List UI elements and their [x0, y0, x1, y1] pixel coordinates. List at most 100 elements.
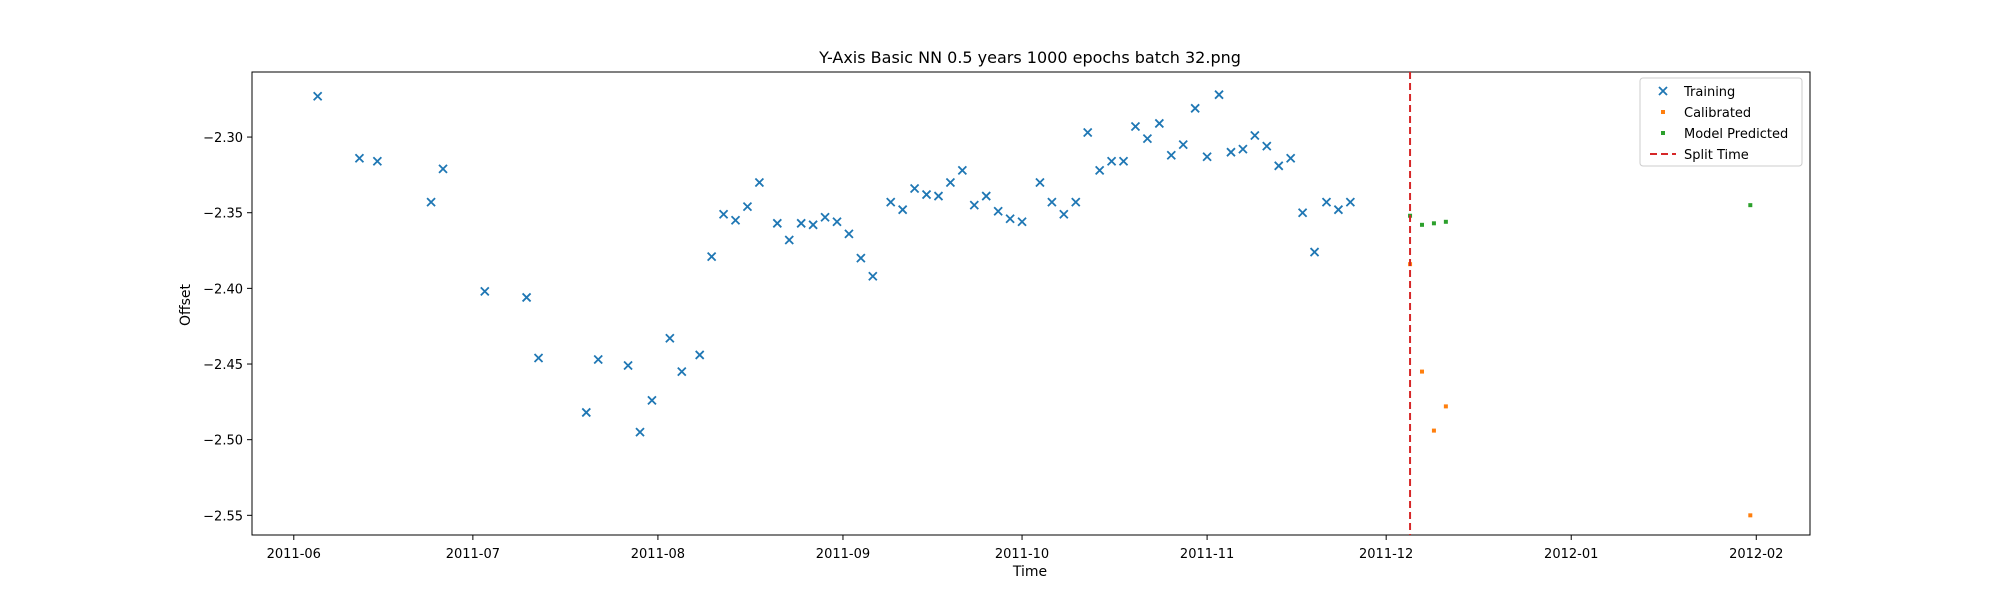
calibrated-point: [1419, 369, 1424, 374]
training-point: [886, 197, 896, 207]
legend-box: [1639, 77, 1803, 167]
training-point: [593, 354, 603, 365]
training-point: [623, 360, 633, 371]
x-tick-label: 2011-07: [446, 547, 500, 562]
chart-title: Y-Axis Basic NN 0.5 years 1000 epochs ba…: [818, 48, 1241, 67]
training-point: [1190, 103, 1200, 113]
training-point: [1274, 161, 1284, 171]
x-tick-label: 2011-09: [816, 547, 870, 562]
training-point: [945, 177, 956, 188]
training-point: [1005, 214, 1015, 224]
legend-calibrated-label: Calibrated: [1684, 106, 1751, 121]
training-point: [820, 212, 830, 222]
legend-split-time-label: Split Time: [1684, 148, 1749, 163]
x-tick-label: 2011-11: [1180, 547, 1234, 562]
training-point: [677, 366, 687, 377]
training-point: [426, 197, 436, 207]
training-point: [372, 156, 382, 166]
plot-frame: [251, 71, 1811, 536]
training-point: [754, 177, 765, 188]
training-point: [1333, 205, 1344, 215]
legend-model-predicted-label: Model Predicted: [1684, 127, 1788, 142]
training-point: [438, 164, 448, 174]
training-point: [635, 427, 645, 437]
training-point: [521, 292, 532, 303]
plot-area: [251, 71, 1811, 536]
training-point: [730, 215, 741, 225]
training-point: [1166, 150, 1176, 160]
training-point: [1178, 139, 1188, 150]
training-point: [1226, 147, 1236, 157]
x-axis-label: Time: [1012, 564, 1047, 580]
training-point: [844, 229, 854, 239]
training-point: [898, 205, 908, 215]
calibrated-point: [1748, 513, 1753, 518]
training-point: [1286, 153, 1296, 163]
training-point: [1047, 197, 1057, 207]
training-point: [981, 191, 991, 201]
training-point: [1083, 127, 1093, 138]
training-point: [1202, 152, 1212, 162]
calibrated-point: [1443, 404, 1448, 409]
training-point: [695, 350, 705, 360]
training-point: [868, 271, 878, 281]
training-point: [1309, 247, 1320, 257]
training-point: [832, 217, 842, 227]
training-point: [1345, 197, 1355, 207]
training-point: [480, 286, 490, 297]
training-point: [1214, 90, 1224, 100]
training-point: [1059, 209, 1069, 219]
data-marks: [313, 72, 1753, 535]
training-point: [1297, 208, 1308, 218]
training-point: [1017, 217, 1027, 227]
calibrated-point: [1431, 428, 1436, 433]
training-point: [1106, 156, 1117, 166]
training-point: [354, 153, 365, 163]
training-point: [1035, 177, 1045, 188]
training-point: [1321, 197, 1332, 207]
training-point: [909, 183, 920, 194]
training-point: [933, 191, 944, 201]
training-point: [957, 165, 967, 175]
x-tick-label: 2011-12: [1359, 547, 1413, 562]
y-axis-label: Offset: [178, 283, 194, 326]
training-point: [1142, 133, 1153, 144]
y-tick-label: −2.40: [203, 282, 243, 297]
training-point: [707, 251, 717, 262]
training-point: [313, 91, 323, 101]
training-point: [533, 353, 544, 363]
x-tick-label: 2012-02: [1729, 547, 1783, 562]
legend-training-swatch: [1658, 86, 1668, 96]
y-tick-label: −2.30: [203, 131, 243, 146]
x-tick-label: 2011-06: [267, 547, 321, 562]
training-point: [1154, 118, 1164, 129]
training-point: [742, 202, 753, 212]
model-predicted-point: [1431, 221, 1436, 226]
legend-model-predicted-swatch: [1661, 131, 1665, 135]
y-tick-label: −2.55: [203, 509, 243, 524]
legend-training-label: Training: [1683, 85, 1735, 100]
x-tick-label: 2012-01: [1544, 547, 1598, 562]
y-tick-label: −2.50: [203, 434, 243, 449]
legend: Training Calibrated Model Predicted Split T…: [1639, 77, 1803, 167]
training-point: [969, 200, 979, 210]
training-point: [647, 395, 657, 405]
training-point: [1130, 121, 1141, 132]
x-axis: 2011-06 2011-07 2011-08 2011-09 2011-10 2011-…: [267, 535, 1783, 562]
training-point: [718, 209, 729, 219]
y-tick-label: −2.35: [203, 207, 243, 222]
training-point: [856, 253, 866, 263]
training-point: [665, 333, 675, 343]
model-predicted-point: [1443, 219, 1448, 224]
training-point: [1262, 141, 1272, 151]
training-point: [1118, 156, 1129, 166]
training-point: [772, 218, 782, 228]
legend-calibrated-swatch: [1661, 110, 1665, 114]
training-point: [921, 189, 932, 200]
training-point: [808, 220, 818, 230]
training-point: [993, 206, 1003, 216]
model-predicted-point: [1748, 203, 1753, 208]
training-point: [796, 218, 806, 228]
training-point: [1238, 144, 1248, 154]
